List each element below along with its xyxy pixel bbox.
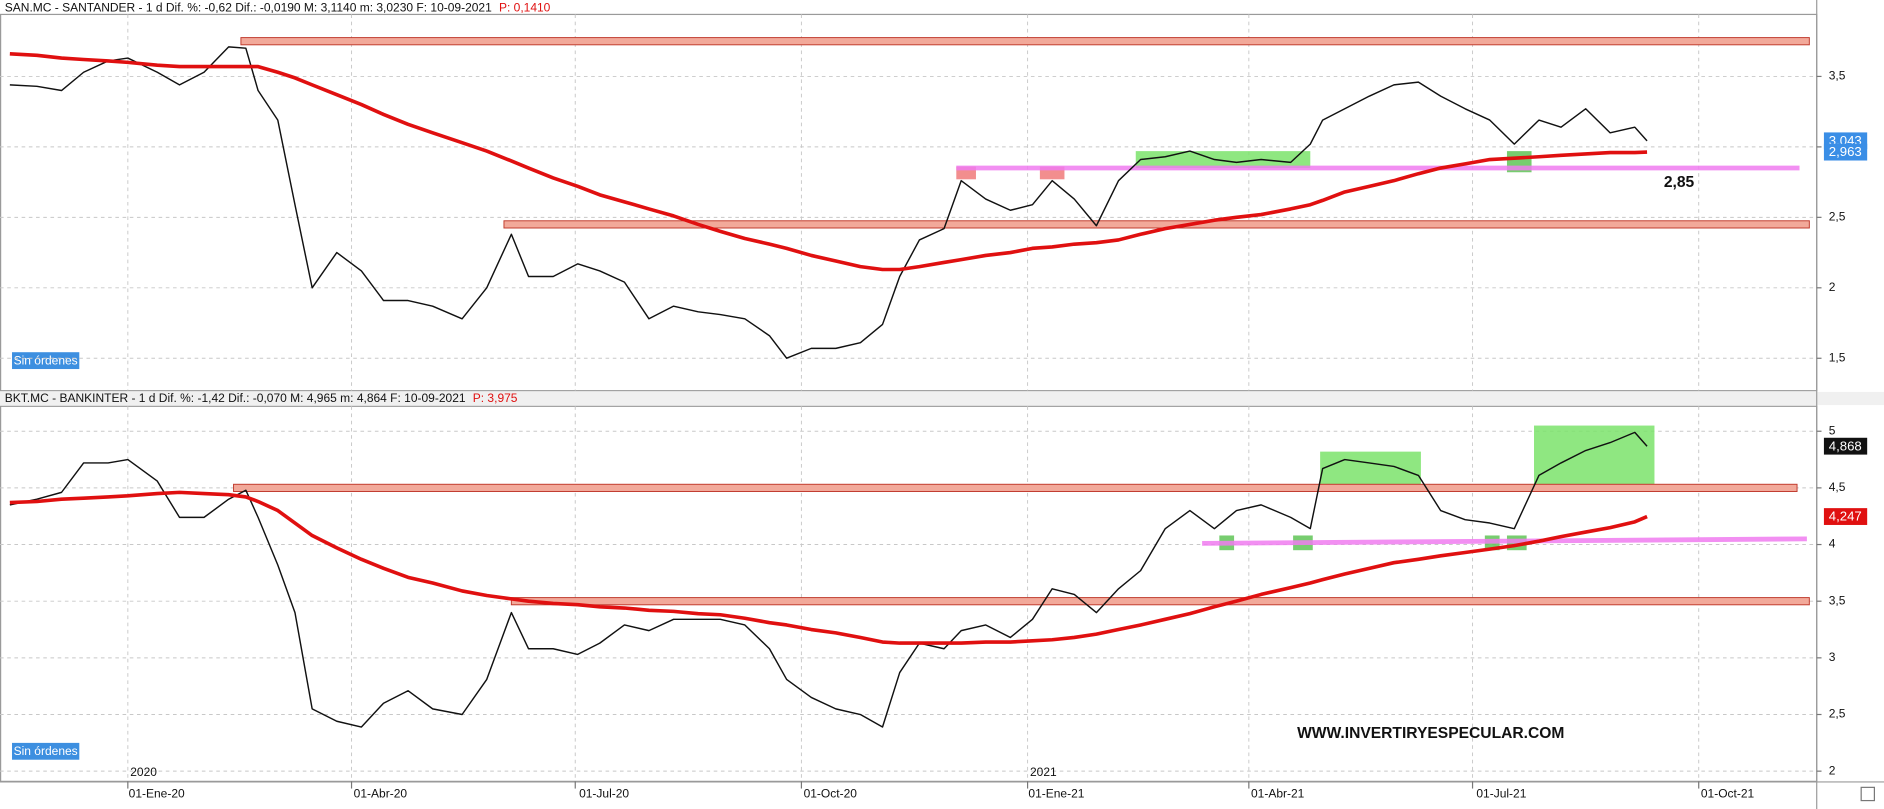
- y-tick-label: 4: [1829, 537, 1836, 551]
- zone: [1135, 151, 1311, 169]
- panel-separator: [0, 391, 1884, 406]
- x-tick-label: 01-Jul-20: [579, 787, 629, 801]
- panel-header: BKT.MC - BANKINTER - 1 d Dif. %: -1,42 D…: [5, 391, 518, 405]
- trend-line: [1202, 536, 1807, 546]
- y-tick-label: 1,5: [1829, 350, 1846, 364]
- last-value-box: [1823, 437, 1868, 455]
- x-tick-label: 01-Abr-21: [1251, 787, 1305, 801]
- y-tick-label: 2,5: [1829, 210, 1846, 224]
- price-line: [9, 431, 1648, 728]
- header-title: SAN.MC - SANTANDER - 1 d Dif. %: -0,62 D…: [5, 1, 492, 15]
- last-value-box: [1823, 143, 1868, 161]
- y-tick-label: 4,5: [1829, 480, 1846, 494]
- moving-average: [9, 490, 1648, 645]
- panel-header: SAN.MC - SANTANDER - 1 d Dif. %: -0,62 D…: [5, 1, 551, 15]
- x-tick-label: 01-Ene-21: [1028, 787, 1084, 801]
- year-label: 2020: [130, 765, 157, 779]
- x-tick-label: 01-Ene-20: [129, 787, 185, 801]
- last-value-label: 4,868: [1829, 438, 1862, 453]
- annotation: WWW.INVERTIRYESPECULAR.COM: [1297, 725, 1564, 742]
- y-tick-label: 2: [1829, 763, 1836, 777]
- y-tick-label: 3,5: [1829, 593, 1846, 607]
- status-text[interactable]: Sin órdenes: [14, 353, 78, 367]
- header-p: P: 3,975: [473, 391, 518, 405]
- last-value-label: 4,247: [1829, 509, 1862, 524]
- zone: [1534, 425, 1655, 491]
- price-line: [9, 46, 1648, 359]
- status-button[interactable]: [12, 352, 80, 370]
- level-band: [240, 37, 1810, 46]
- last-value-label: 2,963: [1829, 144, 1862, 159]
- y-tick-label: 5: [1829, 423, 1836, 437]
- y-tick-label: 3: [1829, 650, 1836, 664]
- last-value-box: [1823, 508, 1868, 525]
- level-band: [233, 483, 1798, 492]
- annotation: 2,85: [1664, 174, 1695, 191]
- level-band: [503, 220, 1810, 229]
- moving-average: [9, 52, 1648, 272]
- header-p: P: 0,1410: [499, 1, 551, 15]
- y-tick-label: 2,5: [1829, 707, 1846, 721]
- x-tick-label: 01-Oct-20: [804, 787, 858, 801]
- y-tick-label: 2: [1829, 280, 1836, 294]
- x-tick-label: 01-Abr-20: [354, 787, 408, 801]
- status-button[interactable]: [12, 742, 80, 760]
- scroll-icon[interactable]: [1860, 786, 1875, 802]
- year-label: 2021: [1030, 765, 1057, 779]
- level-band: [510, 597, 1810, 606]
- x-tick-label: 01-Jul-21: [1476, 787, 1526, 801]
- header-title: BKT.MC - BANKINTER - 1 d Dif. %: -1,42 D…: [5, 391, 466, 405]
- x-tick-label: 01-Oct-21: [1701, 787, 1755, 801]
- y-tick-label: 3,5: [1829, 69, 1846, 83]
- status-text[interactable]: Sin órdenes: [14, 744, 78, 758]
